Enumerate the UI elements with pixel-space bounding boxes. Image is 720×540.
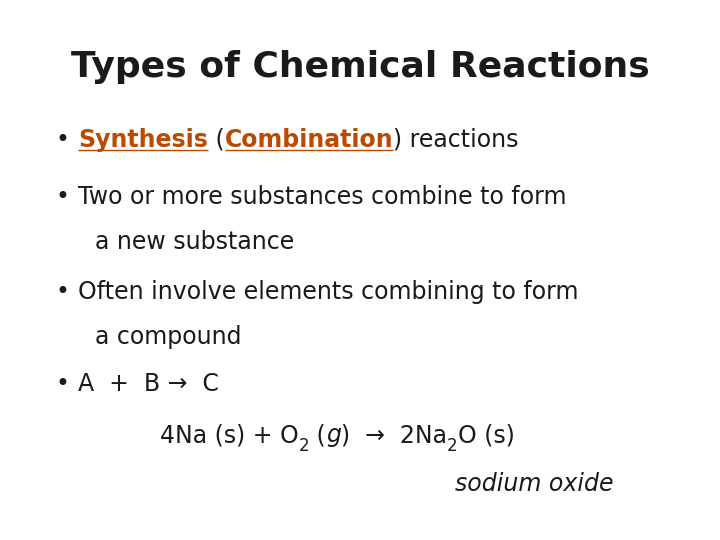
- Text: •: •: [55, 372, 69, 396]
- Text: 2: 2: [447, 437, 458, 455]
- Text: A  +  B →  C: A + B → C: [78, 372, 219, 396]
- Text: Two or more substances combine to form: Two or more substances combine to form: [78, 185, 567, 209]
- Text: Synthesis: Synthesis: [78, 128, 208, 152]
- Text: a new substance: a new substance: [95, 230, 294, 254]
- Text: )  →  2Na: ) → 2Na: [341, 423, 447, 447]
- Text: Types of Chemical Reactions: Types of Chemical Reactions: [71, 50, 649, 84]
- Text: 4Na (s) + O: 4Na (s) + O: [160, 423, 299, 447]
- Text: sodium oxide: sodium oxide: [455, 472, 613, 496]
- Text: (: (: [310, 423, 326, 447]
- Text: Often involve elements combining to form: Often involve elements combining to form: [78, 280, 578, 304]
- Text: O (s): O (s): [458, 423, 515, 447]
- Text: 2: 2: [299, 437, 310, 455]
- Text: g: g: [326, 423, 341, 447]
- Text: •: •: [55, 280, 69, 304]
- Text: ) reactions: ) reactions: [393, 128, 518, 152]
- Text: •: •: [55, 128, 69, 152]
- Text: a compound: a compound: [95, 325, 241, 349]
- Text: (: (: [208, 128, 225, 152]
- Text: •: •: [55, 185, 69, 209]
- Text: Combination: Combination: [225, 128, 393, 152]
